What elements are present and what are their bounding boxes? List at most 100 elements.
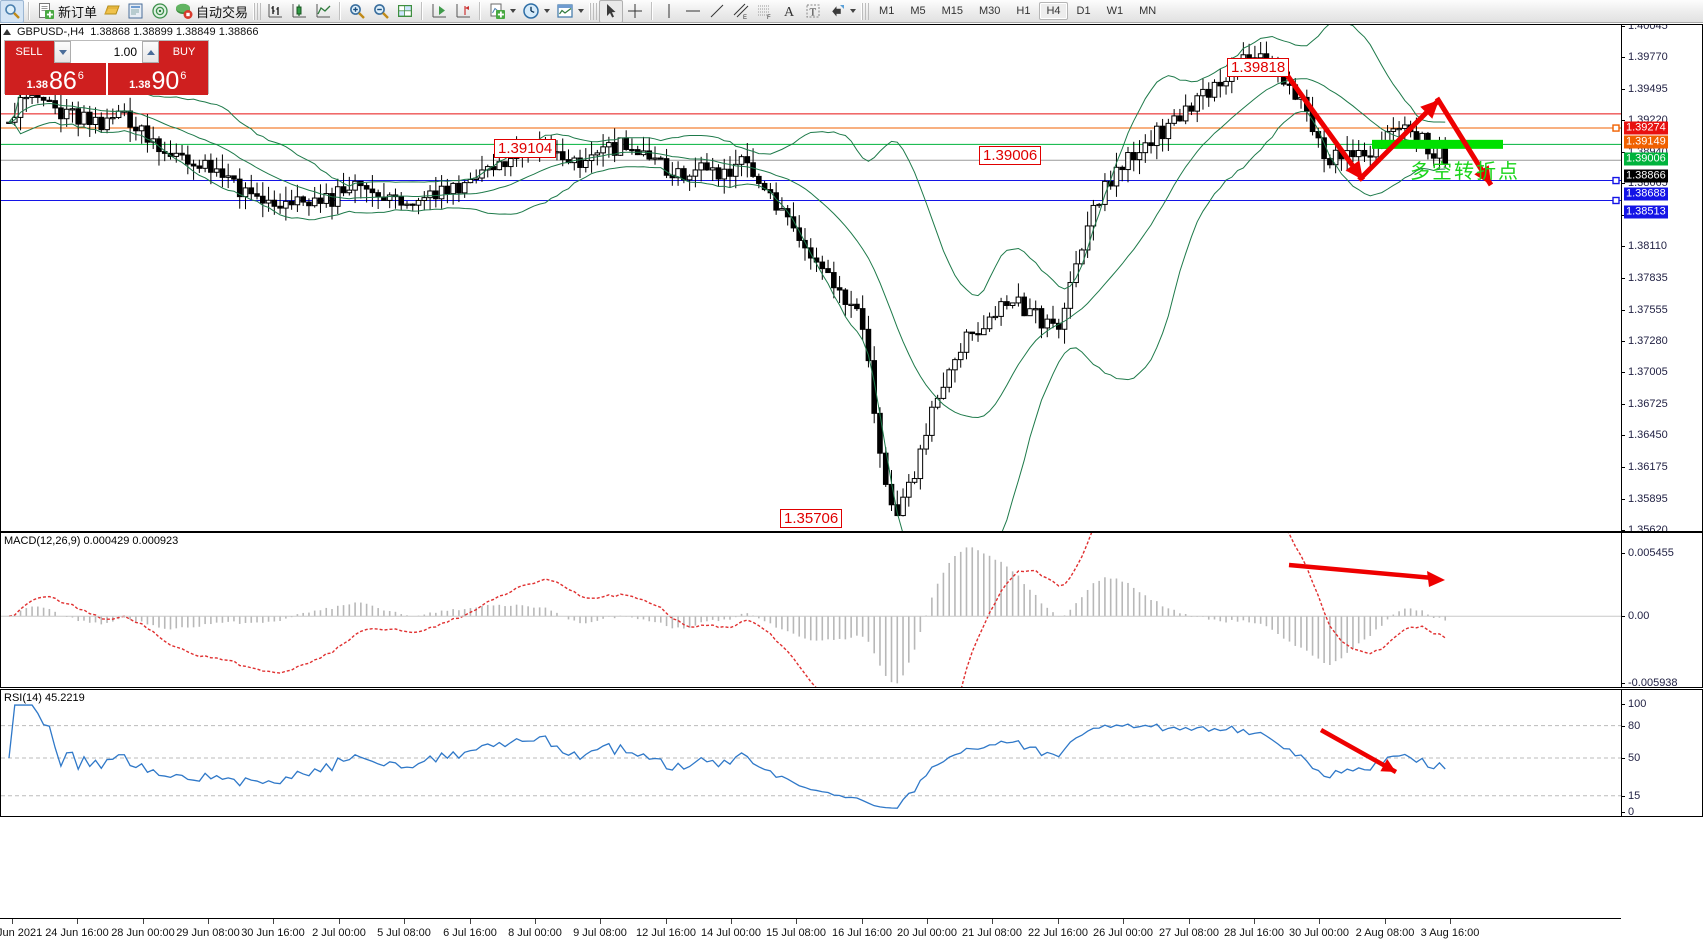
line-chart-icon[interactable] [311, 1, 335, 22]
textlabel-icon: T [804, 2, 822, 20]
data-window-icon[interactable] [393, 1, 417, 22]
fibonacci-icon[interactable]: F [753, 1, 777, 22]
chartshift-icon [454, 2, 472, 20]
volume-increase-button[interactable] [142, 41, 159, 63]
one-click-trading-panel[interactable]: SELL 1.00 BUY 1.38 86 6 1.38 90 6 [4, 40, 209, 95]
price-level-label[interactable]: 1.39274 [1624, 121, 1668, 135]
timeframe-mn[interactable]: MN [1139, 5, 1157, 17]
time-tick [927, 919, 928, 924]
chart-shift-icon[interactable] [451, 1, 475, 22]
axis-tick-label: 1.35895 [1628, 492, 1668, 505]
arrows-icon[interactable] [825, 1, 859, 22]
metaeditor-icon[interactable] [124, 1, 148, 22]
time-tick [12, 919, 13, 924]
price-level-label[interactable]: 1.38513 [1624, 205, 1668, 219]
time-tick [470, 919, 471, 924]
sell-button[interactable]: SELL [5, 41, 53, 63]
periods-icon[interactable] [519, 1, 553, 22]
macd-pane[interactable]: MACD(12,26,9) 0.000429 0.000923 0.005455… [0, 532, 1703, 688]
crosshair-icon-glyph [626, 2, 644, 20]
time-tick-label: 14 Jul 00:00 [701, 927, 761, 939]
equidistant-channel-icon[interactable]: E [729, 1, 753, 22]
rsi-axis[interactable]: 100 80 50 15 0 [1621, 690, 1702, 817]
price-level-label[interactable]: 1.39006 [1624, 152, 1668, 166]
oct-price-row: 1.38 86 6 1.38 90 6 [5, 63, 208, 95]
axis-tick [1621, 246, 1625, 248]
volume-decrease-button[interactable] [54, 41, 71, 63]
timeframe-w1[interactable]: W1 [1106, 5, 1124, 17]
price-chart-pane[interactable]: 1.400451.397701.394951.392201.389401.386… [0, 24, 1703, 532]
axis-tick [1621, 277, 1625, 279]
zoom-out-icon[interactable] [369, 1, 393, 22]
zoom-tool-icon[interactable] [0, 0, 24, 23]
symbol-name: GBPUSD-,H4 [17, 25, 85, 38]
auto-scroll-icon[interactable] [427, 1, 451, 22]
crosshair-icon[interactable] [623, 1, 647, 22]
templates-icon[interactable] [553, 1, 587, 22]
time-tick [1058, 919, 1059, 924]
chevron-down-icon[interactable] [850, 9, 857, 13]
chevron-down-icon[interactable] [510, 9, 517, 13]
volume-stepper[interactable]: 1.00 [53, 41, 160, 63]
horizontal-line-icon[interactable] [681, 1, 705, 22]
axis-tick [1621, 215, 1625, 217]
price-level-label[interactable]: 1.38688 [1624, 187, 1668, 201]
hline-icon [684, 2, 702, 20]
svg-text:A: A [784, 5, 795, 20]
axis-tick-label: 0 [1628, 806, 1635, 817]
chevron-up-icon [146, 49, 155, 55]
time-tick-label: 16 Jul 16:00 [832, 927, 892, 939]
volume-value[interactable]: 1.00 [71, 41, 142, 63]
timeframe-h1[interactable]: H1 [1016, 5, 1031, 17]
timeframe-m15[interactable]: M15 [941, 5, 963, 17]
timeframe-m30[interactable]: M30 [979, 5, 1001, 17]
axis-tick-label: 1.35620 [1628, 524, 1668, 532]
timeframe-h4[interactable]: H4 [1039, 2, 1068, 20]
price-level-label[interactable]: 1.38866 [1624, 169, 1668, 183]
timeframe-m1[interactable]: M1 [879, 5, 895, 17]
toolbar-separator [28, 2, 30, 20]
expert-advisors-icon[interactable] [100, 1, 124, 22]
timeframe-d1[interactable]: D1 [1076, 5, 1091, 17]
text-icon[interactable]: A [777, 1, 801, 22]
chart-collapse-icon[interactable] [3, 28, 11, 35]
sell-price-display[interactable]: 1.38 86 6 [5, 63, 108, 95]
trendline-icon[interactable] [705, 1, 729, 22]
auto-trading-button[interactable]: 自动交易 [172, 1, 251, 22]
vertical-line-icon[interactable] [657, 1, 681, 22]
toolbar-separator [253, 2, 262, 20]
indicators-icon[interactable] [485, 1, 519, 22]
buy-price-display[interactable]: 1.38 90 6 [107, 63, 208, 95]
zoom-in-icon[interactable] [345, 1, 369, 22]
axis-tick [1621, 183, 1625, 185]
bar-chart-icon[interactable] [263, 1, 287, 22]
buy-price-big: 90 [151, 67, 180, 95]
axis-tick-label: 1.37005 [1628, 366, 1668, 379]
axis-tick [1621, 795, 1625, 797]
text-label-icon[interactable]: T [801, 1, 825, 22]
time-tick [1385, 919, 1386, 924]
signals-icon[interactable] [148, 1, 172, 22]
macd-axis[interactable]: 0.005455 0.00 -0.005938 [1621, 533, 1702, 687]
arrows-icon-glyph [828, 2, 846, 20]
new-order-button[interactable]: 新订单 [34, 1, 100, 22]
macd-canvas [1, 533, 1621, 687]
chevron-down-icon[interactable] [578, 9, 585, 13]
axis-tick-label: 0.005455 [1628, 547, 1674, 559]
price-level-label[interactable]: 1.39149 [1624, 135, 1668, 149]
axis-line [1621, 533, 1622, 687]
axis-tick [1621, 309, 1625, 311]
price-chart-canvas [1, 25, 1621, 531]
price-axis[interactable]: 1.400451.397701.394951.392201.389401.386… [1621, 25, 1702, 532]
axis-tick-label: 1.39770 [1628, 51, 1668, 64]
buy-button[interactable]: BUY [160, 41, 208, 63]
time-tick [1450, 919, 1451, 924]
time-tick [600, 919, 601, 924]
timeframe-m5[interactable]: M5 [910, 5, 926, 17]
candlestick-chart-icon[interactable] [287, 1, 311, 22]
rsi-pane[interactable]: RSI(14) 45.2219 100 80 50 15 0 [0, 689, 1703, 817]
cursor-icon[interactable] [599, 0, 624, 23]
chevron-down-icon[interactable] [544, 9, 551, 13]
time-tick [992, 919, 993, 924]
